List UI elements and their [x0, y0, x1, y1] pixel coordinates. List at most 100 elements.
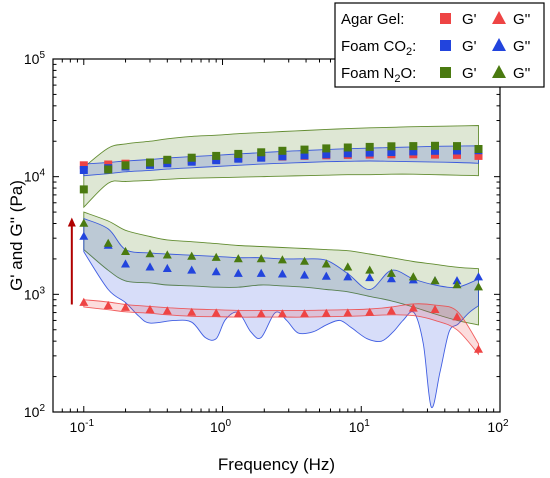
marker-foam-n2o-gpp [386, 268, 396, 277]
marker-agar-gel-gpp [145, 304, 155, 313]
marker-foam-co2-gpp [211, 267, 221, 276]
legend-gpp-label: G'' [513, 38, 531, 55]
marker-foam-co2-gpp [145, 262, 155, 271]
marker-foam-co2-gp [387, 148, 396, 156]
marker-agar-gel-gpp [343, 308, 353, 317]
marker-foam-co2-gp [300, 151, 309, 160]
marker-foam-n2o-gp [79, 185, 88, 194]
marker-agar-gel-gpp [79, 297, 89, 306]
marker-foam-n2o-gpp [452, 280, 462, 289]
y-tick-labels: 102 103 104 105 [24, 50, 46, 420]
marker-foam-co2-gp [365, 148, 374, 157]
marker-foam-n2o-gp [300, 145, 309, 154]
marker-foam-co2-gp [322, 150, 331, 159]
marker-foam-n2o-gpp [321, 259, 331, 268]
bg-n2o-gp [83, 125, 479, 209]
marker-foam-co2-gpp [233, 268, 243, 277]
legend-label: Foam N2O: [341, 65, 416, 85]
legend-gp-label: G' [462, 11, 477, 28]
legend-gp-label: G' [462, 38, 477, 55]
legend-square-marker [440, 40, 451, 51]
marker-agar-gel-gpp [162, 306, 172, 315]
legend-gpp-label: G'' [513, 65, 531, 82]
marker-foam-co2-gp [212, 156, 221, 165]
marker-foam-co2-gpp [187, 265, 197, 274]
marker-agar-gel-gpp [365, 307, 375, 316]
marker-foam-n2o-gpp [103, 238, 113, 247]
marker-foam-co2-gpp [300, 270, 309, 279]
marker-foam-n2o-gp [365, 142, 374, 151]
marker-agar-gel-gp [79, 161, 88, 170]
y-tick-label: 103 [24, 285, 46, 302]
marker-agar-gel-gpp [386, 306, 396, 315]
marker-foam-n2o-gp [104, 165, 113, 174]
marker-foam-n2o-gpp [474, 282, 483, 291]
marker-foam-co2-gp [343, 149, 352, 158]
marker-foam-co2-gp [278, 152, 287, 161]
marker-agar-gel-gp [453, 150, 461, 159]
marker-agar-gel-gpp [121, 302, 130, 311]
legend-triangle-marker [492, 11, 506, 24]
y-axis-title: G' and G'' (Pa) [7, 180, 26, 291]
x-tick-label: 101 [349, 418, 371, 435]
marker-foam-n2o-gp [409, 142, 418, 151]
marker-foam-n2o-gpp [211, 252, 221, 261]
marker-foam-n2o-gp [146, 158, 154, 167]
marker-agar-gel-gp [474, 151, 483, 160]
marker-agar-gel-gpp [430, 304, 440, 313]
marker-foam-n2o-gpp [145, 249, 155, 258]
marker-foam-n2o-gpp [256, 254, 266, 263]
marker-foam-co2-gpp [321, 271, 331, 280]
marker-foam-co2-gpp [162, 263, 172, 272]
marker-foam-co2-gp [431, 146, 439, 155]
marker-foam-n2o-gp [163, 155, 172, 164]
marker-foam-co2-gpp [452, 276, 462, 285]
marker-foam-co2-gp [234, 154, 243, 163]
legend: Agar Gel: G' G'' Foam CO2: G' G'' Foam N2O: G' G… [334, 2, 545, 88]
marker-foam-n2o-gp [431, 141, 439, 150]
marker-foam-n2o-gpp [233, 254, 243, 263]
marker-foam-co2-gpp [474, 272, 483, 281]
marker-foam-n2o-gp [212, 151, 221, 160]
legend-label: Foam CO2: [341, 38, 416, 58]
marker-agar-gel-gpp [321, 308, 331, 317]
marker-foam-n2o-gpp [300, 256, 309, 265]
legend-square-marker [440, 67, 451, 78]
x-tick-label: 100 [210, 418, 232, 435]
marker-foam-n2o-gp [234, 149, 243, 158]
marker-foam-n2o-gp [121, 161, 130, 170]
marker-foam-co2-gpp [343, 272, 353, 281]
marker-foam-co2-gp [409, 147, 418, 156]
variability-bands [83, 125, 479, 408]
marker-foam-n2o-gp [187, 153, 196, 162]
marker-foam-co2-gpp [386, 274, 396, 283]
marker-agar-gel-gpp [277, 309, 287, 318]
marker-foam-co2-gpp [79, 231, 89, 240]
data-markers [79, 141, 483, 353]
marker-agar-gel-gpp [408, 303, 418, 312]
legend-triangle-marker [492, 65, 506, 78]
marker-foam-n2o-gp [453, 142, 461, 151]
marker-foam-n2o-gp [474, 145, 483, 153]
x-axis-title: Frequency (Hz) [218, 455, 335, 474]
marker-agar-gel-gpp [233, 309, 243, 318]
marker-agar-gel-gpp [187, 307, 197, 316]
x-tick-label: 10-1 [70, 418, 95, 435]
marker-foam-n2o-gpp [365, 265, 375, 274]
y-tick-label: 105 [24, 50, 46, 67]
legend-triangle-marker [492, 38, 506, 51]
plot-frame [52, 58, 501, 413]
marker-foam-n2o-gp [387, 142, 396, 151]
marker-foam-co2-gpp [365, 273, 375, 282]
marker-foam-n2o-gpp [79, 218, 89, 227]
marker-agar-gel-gpp [103, 300, 113, 309]
x-tick-labels: 10-1 100 101 102 [70, 418, 509, 435]
marker-foam-co2-gp [79, 166, 88, 174]
marker-foam-n2o-gp [322, 144, 331, 153]
marker-agar-gel-gpp [256, 309, 266, 318]
legend-label: Agar Gel: [341, 11, 404, 28]
marker-agar-gel-gpp [452, 312, 462, 321]
marker-foam-co2-gpp [256, 268, 266, 277]
y-tick-label: 102 [24, 403, 46, 420]
